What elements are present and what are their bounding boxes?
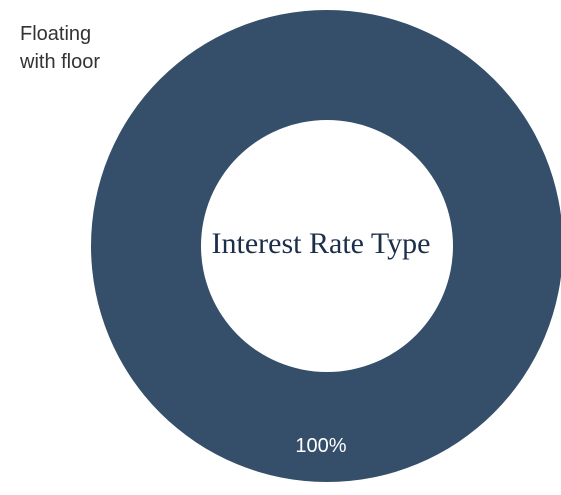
slice-label-floating-with-floor: Floating with floor bbox=[20, 23, 101, 73]
donut-slice-data-label-0: 100% bbox=[295, 435, 346, 457]
donut-slice-0 bbox=[91, 10, 561, 482]
donut-center-title: Interest Rate Type bbox=[211, 227, 431, 260]
